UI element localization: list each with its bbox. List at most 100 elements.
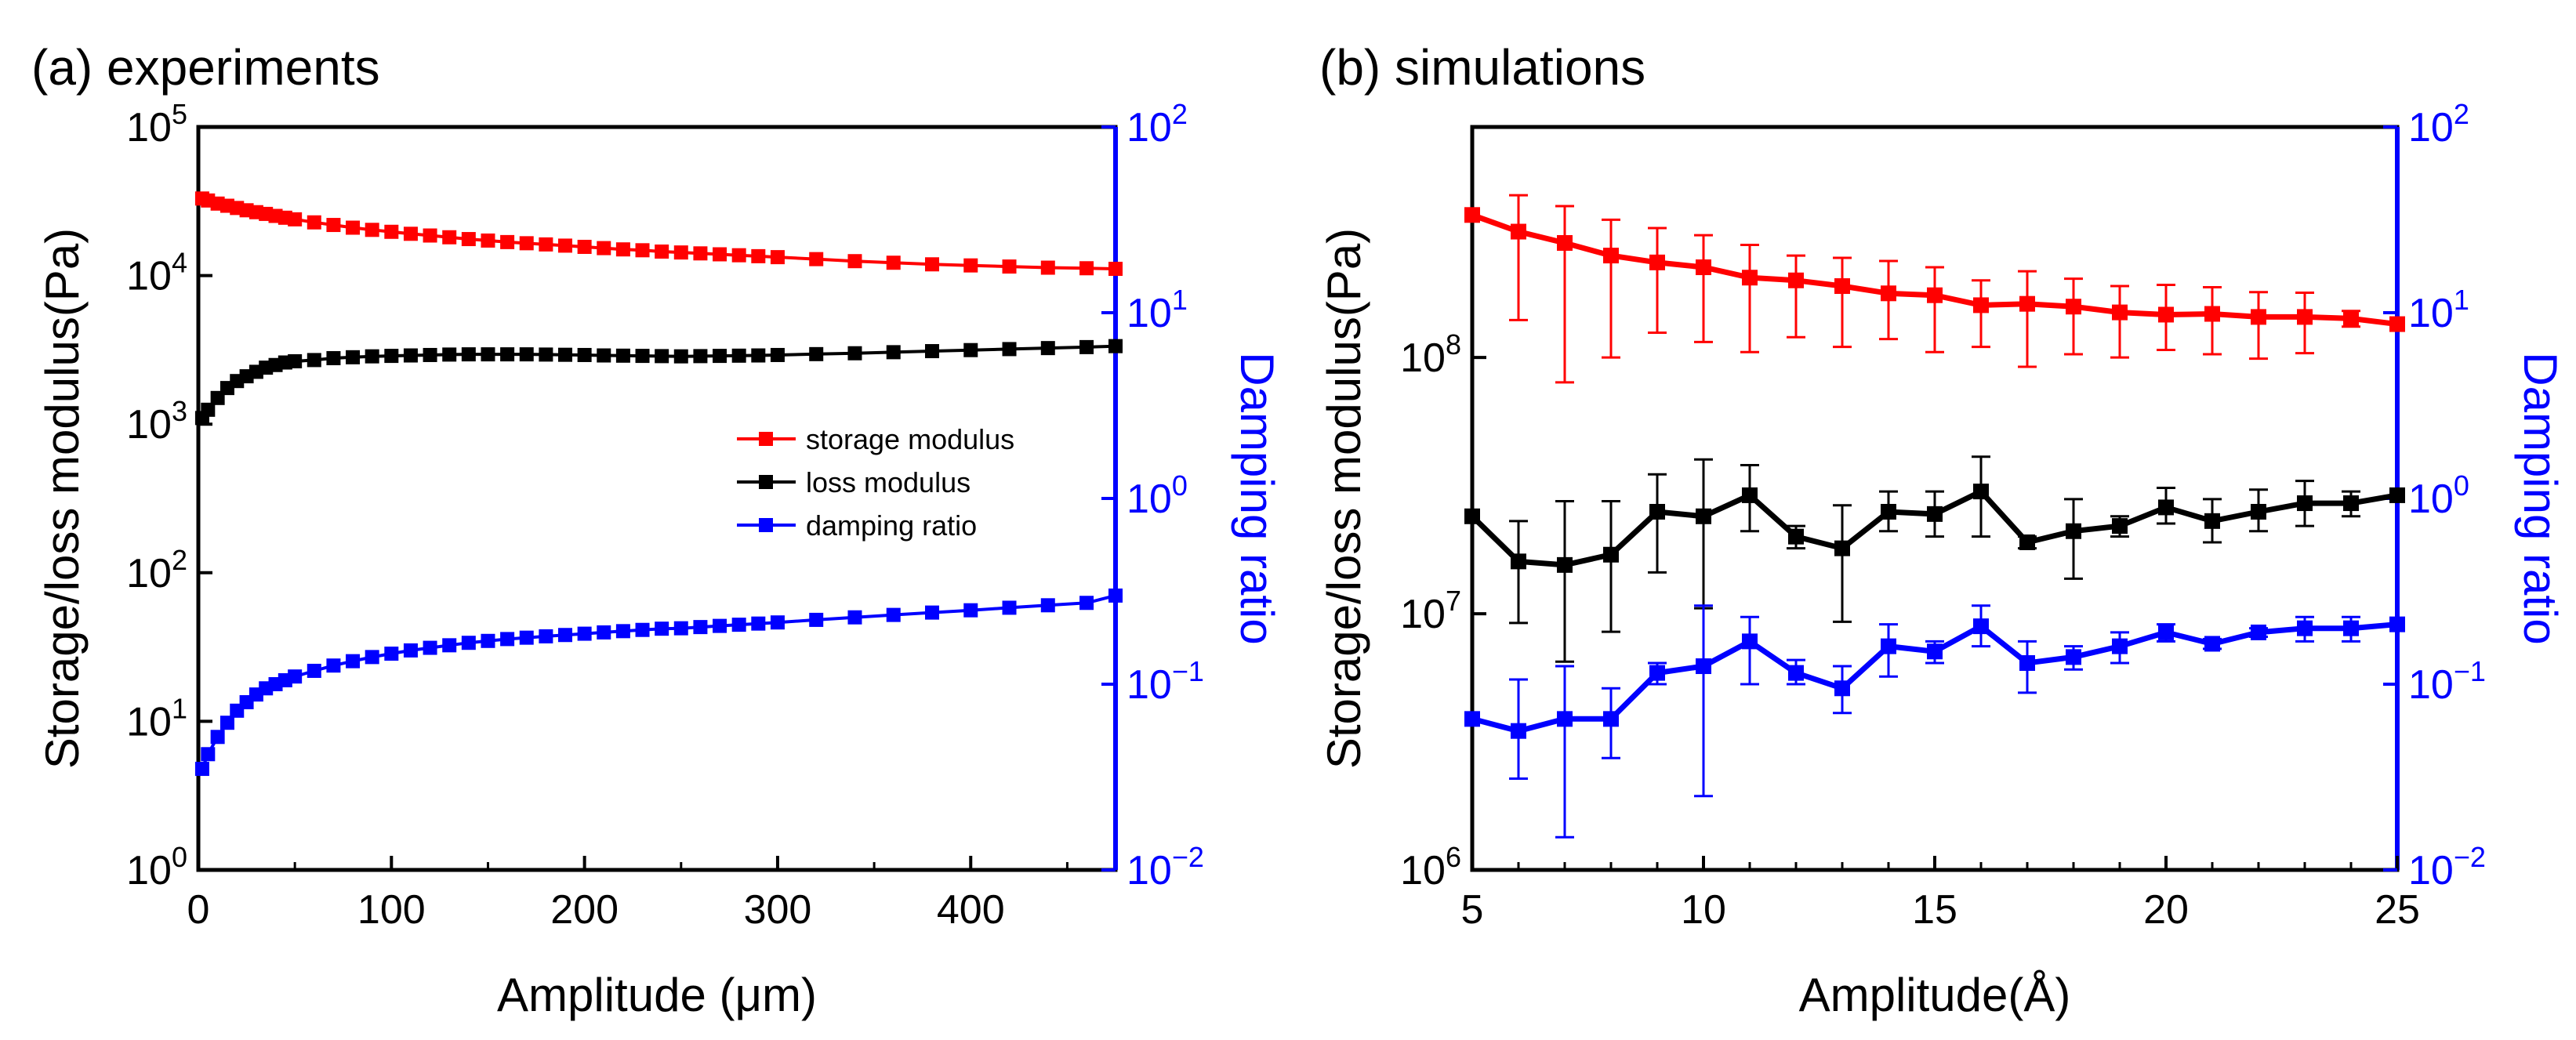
y-tick-label-exponent: 7 (1446, 585, 1461, 617)
data-point (713, 618, 727, 633)
data-point (1881, 285, 1896, 302)
data-point (1557, 556, 1573, 573)
data-point (925, 605, 939, 620)
data-point (597, 625, 611, 640)
y-axis-label-b: Storage/loss modulus(Pa) (1318, 228, 1370, 769)
data-point (673, 349, 688, 364)
data-point (1834, 540, 1850, 556)
data-point (597, 241, 611, 255)
data-point (615, 348, 630, 363)
y2-tick-label-base: 10 (1127, 477, 1172, 522)
data-point (346, 654, 361, 669)
data-point (307, 663, 321, 678)
series-loss-modulus (1464, 455, 2405, 663)
data-point (500, 234, 515, 249)
data-point (1742, 487, 1758, 503)
data-point (2112, 518, 2128, 534)
data-point (519, 630, 534, 645)
data-point (2158, 624, 2174, 640)
y2-tick-label-exponent: 0 (2454, 469, 2469, 502)
error-bar (1555, 665, 1574, 839)
data-point (1557, 711, 1573, 727)
data-point (963, 342, 978, 357)
error-bar (1972, 279, 1990, 349)
error-bar (1509, 194, 1528, 321)
data-point (423, 228, 437, 243)
data-point (770, 347, 785, 362)
data-point (1002, 600, 1017, 615)
error-bar (1694, 604, 1713, 798)
data-point (461, 636, 476, 650)
y-tick-label-base: 10 (126, 551, 172, 596)
legend-label: damping ratio (806, 509, 977, 542)
data-point (2297, 309, 2313, 325)
data-point (2204, 306, 2220, 322)
data-point (577, 239, 592, 254)
y-tick-label: 108 (1400, 328, 1461, 381)
y2-tick-label-exponent: −1 (2454, 655, 2486, 687)
y2-tick-label: 102 (1127, 98, 1188, 150)
data-point (500, 347, 515, 362)
data-point (1649, 665, 1665, 681)
data-point (2343, 620, 2359, 636)
data-point (326, 351, 341, 366)
data-point (1696, 508, 1711, 524)
data-point (442, 230, 457, 245)
data-point (655, 621, 669, 636)
data-point (1464, 711, 1480, 727)
error-bar (1740, 615, 1759, 686)
data-point (809, 252, 824, 266)
data-point (307, 353, 321, 368)
error-bar (2110, 284, 2129, 359)
data-point (1973, 484, 1989, 500)
y-tick-label-base: 10 (1400, 335, 1446, 381)
y2-tick-label-base: 10 (2408, 662, 2454, 708)
y2-tick-label-exponent: −2 (2454, 841, 2486, 873)
data-point (713, 349, 727, 364)
data-point (201, 747, 216, 762)
error-bar (1833, 256, 1852, 349)
data-point (403, 643, 418, 658)
y2-tick-label-exponent: 2 (2454, 98, 2469, 130)
data-point (2251, 309, 2266, 325)
y2-axis-label-a: Damping ratio (1231, 352, 1283, 645)
y-tick-label: 105 (126, 98, 187, 150)
series-line (201, 593, 1116, 770)
data-point (2019, 295, 2035, 312)
y-axis-label-a: Storage/loss modulus(Pa) (36, 228, 89, 769)
series-storage-modulus (1464, 194, 2405, 384)
data-point (1973, 618, 1989, 635)
data-point (635, 622, 650, 637)
data-point (770, 615, 785, 630)
data-point (1108, 339, 1123, 353)
data-point (326, 658, 341, 673)
data-point (2066, 299, 2081, 315)
y-tick-label-base: 10 (126, 699, 172, 745)
data-point (2389, 616, 2405, 632)
data-point (423, 347, 437, 362)
data-point (963, 603, 978, 618)
data-point (1511, 223, 1526, 240)
x-tick-label: 10 (1681, 887, 1726, 933)
y-tick-label-base: 10 (126, 848, 172, 893)
data-point (2389, 316, 2405, 332)
data-point (2112, 638, 2128, 654)
data-point (2389, 487, 2405, 503)
data-point (635, 349, 650, 364)
data-point (751, 348, 766, 363)
data-point (365, 349, 379, 364)
data-point (1079, 339, 1094, 354)
x-tick-label: 5 (1461, 887, 1484, 933)
data-point (558, 238, 572, 253)
error-bar (1602, 218, 1620, 359)
y-tick-label-base: 10 (1400, 592, 1446, 637)
data-point (539, 629, 553, 643)
data-point (693, 620, 708, 635)
data-point (1603, 546, 1619, 563)
series-a (194, 191, 1123, 777)
data-point (346, 220, 361, 235)
y-tick-label-exponent: 5 (172, 98, 187, 130)
